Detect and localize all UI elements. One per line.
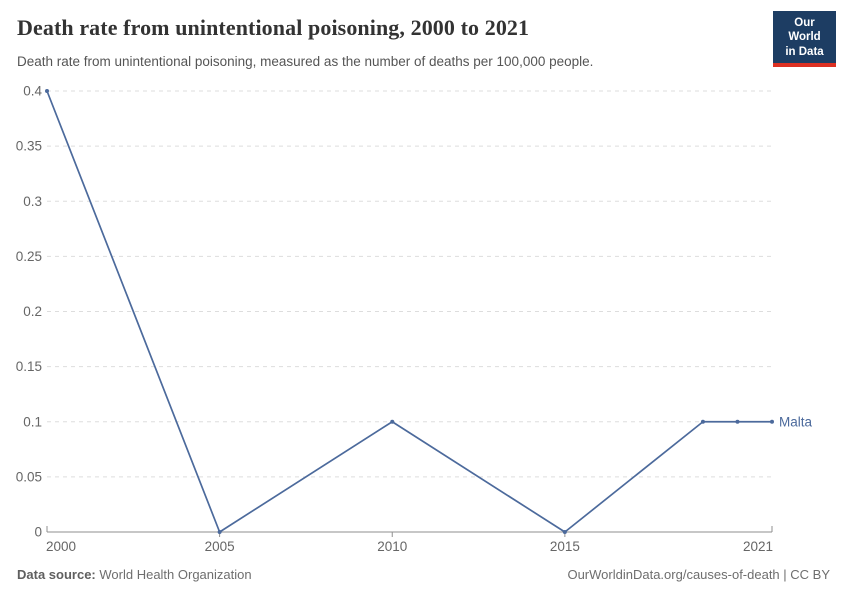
owid-logo-line1: Our World: [788, 17, 821, 44]
page-title: Death rate from unintentional poisoning,…: [17, 15, 530, 40]
x-tick-label: 2000: [46, 539, 76, 554]
y-tick-label: 0.15: [16, 359, 42, 374]
y-tick-label: 0: [34, 525, 42, 540]
x-tick-label: 2015: [550, 539, 580, 554]
y-tick-label: 0.25: [16, 249, 42, 264]
data-point[interactable]: [562, 530, 567, 534]
data-source: Data source: World Health Organization: [17, 567, 252, 582]
x-tick-label: 2005: [205, 539, 235, 554]
x-tick-label: 2010: [377, 539, 407, 554]
owid-logo-line2: in Data: [785, 45, 824, 58]
data-point[interactable]: [700, 419, 705, 424]
x-tick-label: 2021: [743, 539, 773, 554]
data-point[interactable]: [390, 419, 395, 424]
data-point[interactable]: [735, 419, 740, 424]
chart-footer: Data source: World Health Organization O…: [17, 567, 830, 582]
y-tick-label: 0.35: [16, 139, 42, 154]
y-tick-label: 0.3: [23, 194, 42, 209]
data-point[interactable]: [770, 419, 774, 424]
y-tick-label: 0.1: [23, 414, 42, 429]
credit-link[interactable]: OurWorldinData.org/causes-of-death | CC …: [567, 567, 830, 582]
owid-logo[interactable]: Our World in Data: [773, 11, 836, 68]
y-tick-label: 0.4: [23, 84, 42, 99]
series-label: Malta: [779, 414, 813, 429]
chart-subtitle: Death rate from unintentional poisoning,…: [17, 54, 594, 69]
data-source-label: Data source:: [17, 567, 96, 582]
data-source-value: World Health Organization: [99, 567, 252, 582]
y-tick-label: 0.2: [23, 304, 42, 319]
data-point[interactable]: [45, 89, 49, 93]
data-point[interactable]: [217, 530, 222, 534]
y-tick-label: 0.05: [16, 469, 42, 484]
